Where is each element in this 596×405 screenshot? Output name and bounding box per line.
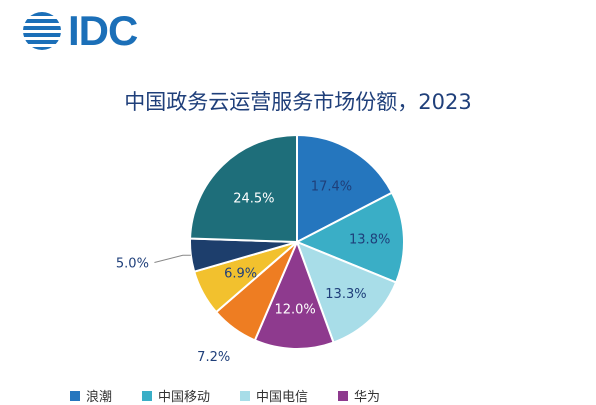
leader-line [154,254,191,263]
legend-swatch [338,390,349,401]
slice-label: 7.2% [197,350,230,365]
logo-text: IDC [68,7,138,54]
pie-slice [253,239,335,350]
slice-label: 13.3% [325,287,366,302]
legend-swatch [240,390,251,401]
idc-logo: IDC [22,7,138,54]
slice-label: 12.0% [274,302,315,317]
legend-swatch [70,390,80,401]
globe-icon [23,12,61,50]
legend-label: 浪潮 [86,390,113,405]
slice-label: 5.0% [116,257,149,272]
pie-slice [294,191,405,284]
legend-item: 浪潮 [70,386,112,405]
legend-label: 华为 [354,390,381,405]
legend-label: 中国电信 [256,390,309,405]
chart-title: 中国政务云运营服务市场份额，2023 [124,90,472,114]
slice-label: 17.4% [311,179,352,194]
slice-label: 13.8% [349,233,390,248]
chart-legend: 浪潮 中国移动 中国电信 华为 [70,386,380,405]
legend-label: 中国移动 [158,390,211,405]
slice-label: 6.9% [224,267,257,282]
legend-item: 华为 [338,386,380,405]
legend-item: 中国电信 [240,386,308,405]
slice-label: 24.5% [233,191,274,206]
pie-slice [295,240,398,344]
pie-slice [296,133,394,244]
pie-slice [189,133,298,244]
legend-swatch [142,390,153,401]
legend-item: 中国移动 [142,386,210,405]
